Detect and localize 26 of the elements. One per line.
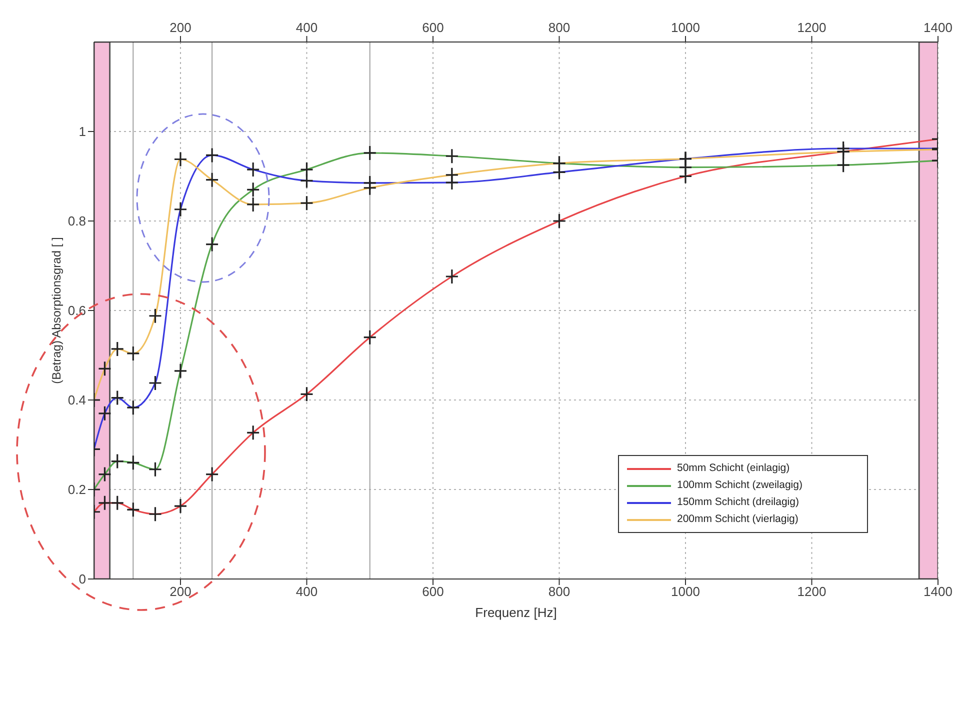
x-tick-label: 400 — [296, 584, 318, 600]
y-tick-label: 0.8 — [68, 214, 86, 229]
legend-label: 50mm Schicht (einlagig) — [677, 461, 790, 476]
x2-tick-label: 1400 — [924, 20, 952, 35]
x-tick-label: 200 — [170, 584, 192, 600]
legend-label: 150mm Schicht (dreilagig) — [677, 495, 799, 510]
x2-tick-label: 800 — [548, 20, 570, 35]
y-tick-label: 1 — [78, 124, 86, 140]
x-tick-label: 600 — [422, 584, 444, 600]
x2-tick-label: 400 — [296, 20, 318, 35]
x2-tick-label: 1000 — [671, 20, 700, 35]
x-tick-label: 1400 — [924, 584, 952, 600]
x-axis-title: Frequenz [Hz] — [475, 605, 557, 620]
x-tick-label: 1000 — [671, 584, 700, 600]
legend-label: 100mm Schicht (zweilagig) — [677, 478, 802, 493]
x-tick-label: 800 — [548, 584, 570, 600]
x2-tick-label: 600 — [422, 20, 444, 35]
y-axis-title: (Betrag) Absorptionsgrad [ ] — [49, 237, 64, 384]
x2-tick-label: 1200 — [797, 20, 826, 35]
y-tick-label: 0.2 — [68, 482, 86, 498]
y-tick-label: 0.4 — [68, 392, 86, 408]
y-tick-label: 0 — [78, 572, 86, 587]
legend-label: 200mm Schicht (vierlagig) — [677, 512, 798, 527]
x2-tick-label: 200 — [170, 20, 192, 35]
y-tick-label: 0.6 — [68, 303, 86, 318]
x-tick-label: 1200 — [797, 584, 826, 600]
